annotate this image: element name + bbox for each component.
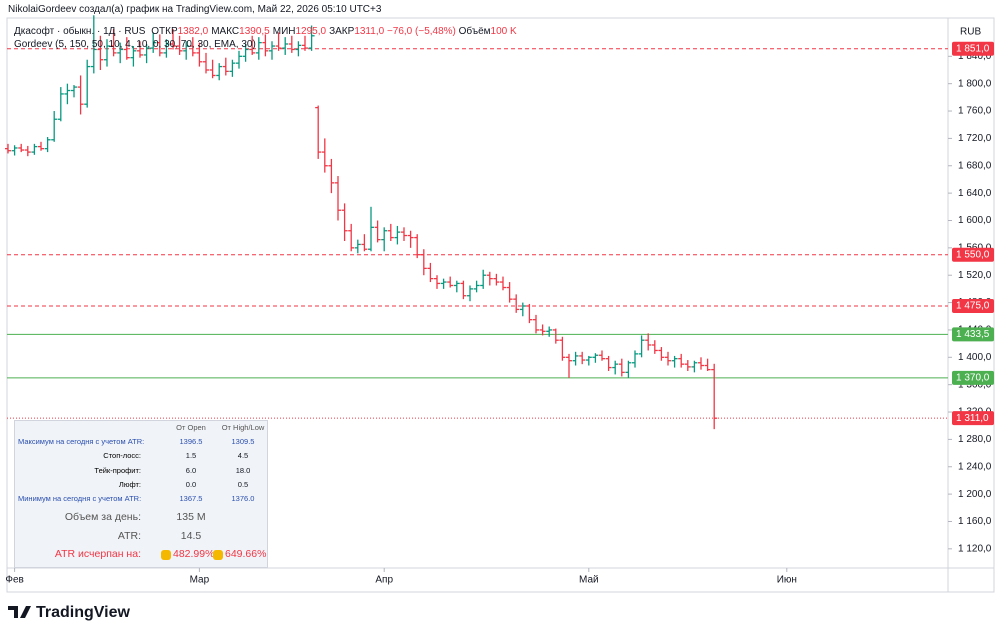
y-tick-label: 1 520,0 xyxy=(958,270,992,281)
credit: NikolaiGordeev создал(а) график на Tradi… xyxy=(8,4,382,15)
indicator-panel: От Open От High/Low Максимум на сегодня с … xyxy=(14,420,268,568)
legend-value: 1311,0 xyxy=(354,26,385,37)
y-tick-label: 1 760,0 xyxy=(958,106,992,117)
level-label: 1 475,0 xyxy=(956,301,990,312)
panel-cell: 0.0 xyxy=(185,479,197,489)
summary-value: 135 M xyxy=(176,511,206,523)
panel-cell: 1396.5 xyxy=(179,437,203,446)
panel-row-label: Тейк-профит: xyxy=(94,465,141,475)
logo-text: TradingView xyxy=(36,604,131,621)
level-label: 1 311,0 xyxy=(956,413,989,424)
panel-row-label: Максимум на сегодня с учетом ATR: xyxy=(18,437,145,446)
panel-cell: 18.0 xyxy=(235,465,251,475)
panel-cell: 1376.0 xyxy=(231,494,255,504)
level-label-box xyxy=(952,411,994,426)
panel-row-label: Стоп-лосс: xyxy=(103,451,141,461)
x-tick-label: Мар xyxy=(190,575,210,586)
x-tick-label: Май xyxy=(579,575,599,586)
legend-value: 1390,5 xyxy=(239,26,270,37)
volume-label: Объём xyxy=(458,26,491,37)
logo: TradingView xyxy=(8,604,131,621)
panel-cell: 1309.5 xyxy=(231,437,255,446)
volume: 100 K xyxy=(490,26,517,37)
panel-cell: 6.0 xyxy=(185,465,197,475)
y-tick-label: 1 840,0 xyxy=(958,51,992,62)
summary-label: Объем за день: xyxy=(64,511,141,523)
y-tick-label: 1 280,0 xyxy=(958,434,992,445)
level-label-box xyxy=(952,370,994,385)
level-label: 1 851,0 xyxy=(956,43,990,54)
panel-row-label: Люфт: xyxy=(118,479,141,489)
panel-header: От High/Low xyxy=(221,423,265,432)
symbol: Дкасофт · обыкн. · 1Д · RUS xyxy=(14,26,146,37)
exhausted-label: ATR исчерпан на: xyxy=(54,548,141,560)
level-label: 1 370,0 xyxy=(956,372,990,383)
x-tick-label: Июн xyxy=(777,575,797,586)
level-label: 1 433,5 xyxy=(956,329,990,340)
legend-key: МАКС xyxy=(211,26,240,37)
y-tick-label: 1 720,0 xyxy=(958,133,992,144)
legend-key: ЗАКР xyxy=(329,26,355,37)
panel-cell: 1367.5 xyxy=(179,494,203,504)
y-tick-label: 1 200,0 xyxy=(958,489,992,500)
panel-cell: 4.5 xyxy=(237,451,249,461)
y-tick-label: 1 120,0 xyxy=(958,543,992,554)
indicator: Gordeev (5, 150, 50, 10, 4, 10, 0, 30, 7… xyxy=(14,39,256,50)
ohlc-legend: ОТКР1382,0 МАКС1390,5 МИН1295,0 ЗАКР1311,0 xyxy=(148,26,384,37)
panel-cell: 0.5 xyxy=(237,479,249,489)
exhausted-value: 482.99% xyxy=(173,548,215,560)
y-tick-label: 1 680,0 xyxy=(958,160,992,171)
y-tick-label: 1 240,0 xyxy=(958,461,992,472)
summary-label: ATR: xyxy=(117,530,141,542)
legend: Дкасофт · обыкн. · 1Д · RUS ОТКР1382,0 МА… xyxy=(14,26,517,37)
level-label-box xyxy=(952,298,994,313)
legend-value: 1382,0 xyxy=(177,26,209,37)
logo-mark xyxy=(8,606,31,618)
change: −76,0 (−5,48%) xyxy=(386,26,456,37)
panel-row-label: Минимум на сегодня с учетом ATR: xyxy=(18,494,142,504)
exhausted-value: 649.66% xyxy=(225,548,267,560)
level-label-box xyxy=(952,41,994,56)
level-label-box xyxy=(952,247,994,262)
level-label: 1 550,0 xyxy=(956,249,990,260)
y-tick-label: 1 400,0 xyxy=(958,352,992,363)
y-tick-label: 1 600,0 xyxy=(958,215,992,226)
legend-key: ОТКР xyxy=(151,26,178,37)
hand-icon xyxy=(161,550,171,560)
y-tick-label: 1 160,0 xyxy=(958,516,992,527)
panel-header: От Open xyxy=(176,423,206,432)
panel-cell: 1.5 xyxy=(185,451,197,461)
x-tick-label: Фев xyxy=(5,575,23,586)
legend-key: МИН xyxy=(272,26,296,37)
summary-value: 14.5 xyxy=(180,530,202,542)
y-tick-label: 1 640,0 xyxy=(958,188,992,199)
currency: RUB xyxy=(960,27,981,38)
x-tick-label: Апр xyxy=(375,575,393,586)
hand-icon xyxy=(213,550,223,560)
legend-value: 1295,0 xyxy=(295,26,327,37)
level-label-box xyxy=(952,327,994,342)
y-tick-label: 1 800,0 xyxy=(958,78,992,89)
